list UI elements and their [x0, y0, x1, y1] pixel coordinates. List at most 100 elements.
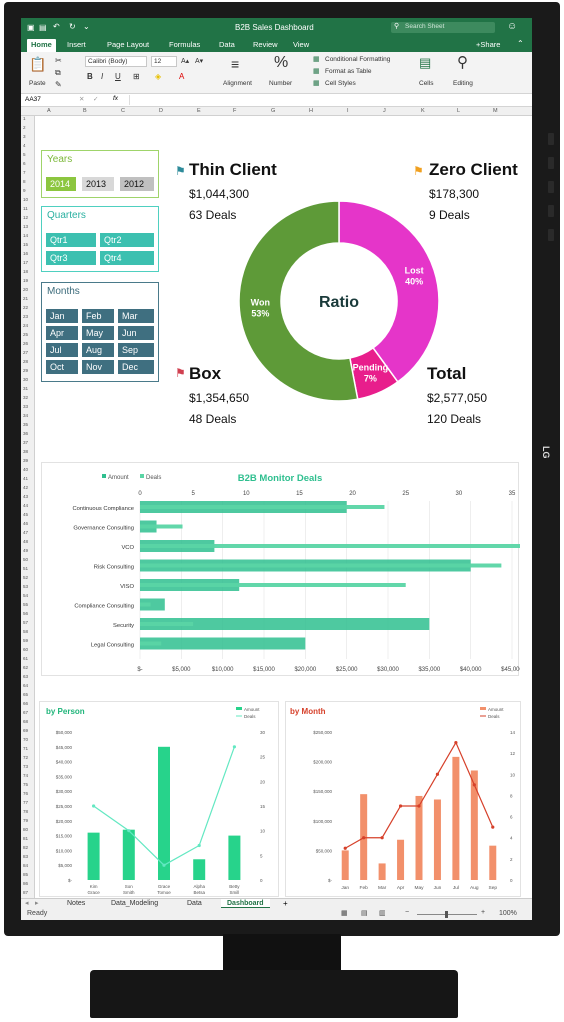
- row-header[interactable]: 8: [23, 179, 26, 184]
- row-header[interactable]: 58: [23, 629, 29, 634]
- undo-icon[interactable]: ↶: [53, 22, 60, 31]
- folder-icon[interactable]: ▤: [39, 23, 47, 32]
- row-header[interactable]: 25: [23, 332, 29, 337]
- share-button[interactable]: +Share: [476, 40, 500, 49]
- row-header[interactable]: 61: [23, 656, 29, 661]
- column-header[interactable]: C: [121, 108, 125, 114]
- page-break-view-icon[interactable]: ▥: [379, 910, 386, 917]
- customize-icon[interactable]: ⌄: [83, 22, 90, 31]
- row-header[interactable]: 44: [23, 503, 29, 508]
- page-layout-view-icon[interactable]: ▤: [361, 910, 368, 917]
- name-box[interactable]: AA37: [25, 96, 41, 103]
- row-header[interactable]: 27: [23, 350, 29, 355]
- row-header[interactable]: 77: [23, 800, 29, 805]
- sheet-tab-data[interactable]: Data: [187, 900, 202, 907]
- row-header[interactable]: 82: [23, 845, 29, 850]
- row-header[interactable]: 36: [23, 431, 29, 436]
- row-header[interactable]: 23: [23, 314, 29, 319]
- row-header[interactable]: 19: [23, 278, 29, 283]
- increase-font-icon[interactable]: A▴: [181, 58, 190, 65]
- row-header[interactable]: 9: [23, 188, 26, 193]
- row-header[interactable]: 14: [23, 233, 29, 238]
- borders-icon[interactable]: ⊞: [133, 72, 140, 81]
- row-header[interactable]: 78: [23, 809, 29, 814]
- row-header[interactable]: 10: [23, 197, 29, 202]
- slicer-item-jun[interactable]: Jun: [118, 326, 154, 340]
- row-header[interactable]: 2: [23, 125, 26, 130]
- tab-page-layout[interactable]: Page Layout: [107, 40, 150, 49]
- row-header[interactable]: 63: [23, 674, 29, 679]
- row-header[interactable]: 52: [23, 575, 29, 580]
- decrease-font-icon[interactable]: A▾: [195, 58, 204, 65]
- conditional-formatting-button[interactable]: Conditional Formatting: [325, 56, 391, 63]
- prev-sheet-icon[interactable]: ◂: [25, 900, 29, 907]
- row-header[interactable]: 50: [23, 557, 29, 562]
- sheet-tab-data-modeling[interactable]: Data_Modeling: [111, 900, 159, 907]
- font-name-select[interactable]: Calibri (Body): [85, 56, 147, 67]
- column-header[interactable]: G: [271, 108, 276, 114]
- zoom-slider-thumb[interactable]: [445, 911, 448, 918]
- cells-icon[interactable]: ▤: [419, 55, 432, 70]
- row-header[interactable]: 53: [23, 584, 29, 589]
- row-header[interactable]: 37: [23, 440, 29, 445]
- column-header[interactable]: M: [493, 108, 498, 114]
- slicer-item-jan[interactable]: Jan: [46, 309, 78, 323]
- row-header[interactable]: 22: [23, 305, 29, 310]
- row-header[interactable]: 7: [23, 170, 26, 175]
- slicer-item-2012[interactable]: 2012: [120, 177, 154, 191]
- row-header[interactable]: 83: [23, 854, 29, 859]
- row-header[interactable]: 4: [23, 143, 26, 148]
- percent-icon[interactable]: %: [274, 54, 289, 71]
- slicer-item-qtr1[interactable]: Qtr1: [46, 233, 96, 247]
- row-header[interactable]: 54: [23, 593, 29, 598]
- row-header[interactable]: 11: [23, 206, 28, 211]
- row-header[interactable]: 33: [23, 404, 29, 409]
- row-header[interactable]: 46: [23, 521, 29, 526]
- zoom-in-icon[interactable]: +: [481, 909, 486, 916]
- cell-styles-button[interactable]: Cell Styles: [325, 80, 356, 87]
- row-header[interactable]: 13: [23, 224, 29, 229]
- row-header[interactable]: 81: [23, 836, 29, 841]
- slicer-item-2014[interactable]: 2014: [46, 177, 76, 191]
- row-header[interactable]: 69: [23, 728, 29, 733]
- row-header[interactable]: 28: [23, 359, 29, 364]
- slicer-item-oct[interactable]: Oct: [46, 360, 78, 374]
- font-color-icon[interactable]: A: [179, 72, 185, 81]
- row-header[interactable]: 40: [23, 467, 29, 472]
- collapse-ribbon-icon[interactable]: ⌃: [517, 39, 524, 48]
- search-box[interactable]: ⚲ Search Sheet: [391, 22, 495, 33]
- alignment-icon[interactable]: ≡: [231, 56, 240, 72]
- row-header[interactable]: 15: [23, 242, 29, 247]
- row-header[interactable]: 72: [23, 755, 29, 760]
- format-painter-icon[interactable]: ✎: [55, 80, 62, 89]
- editing-search-icon[interactable]: ⚲: [457, 54, 468, 71]
- row-header[interactable]: 51: [23, 566, 29, 571]
- tab-home[interactable]: Home: [27, 39, 56, 52]
- row-header[interactable]: 71: [23, 746, 29, 751]
- row-header[interactable]: 29: [23, 368, 29, 373]
- cut-icon[interactable]: ✂: [55, 56, 62, 65]
- row-header[interactable]: 38: [23, 449, 29, 454]
- slicer-item-jul[interactable]: Jul: [46, 343, 78, 357]
- fill-color-icon[interactable]: ◈: [155, 72, 162, 81]
- slicer-item-dec[interactable]: Dec: [118, 360, 154, 374]
- row-header[interactable]: 76: [23, 791, 29, 796]
- cancel-icon[interactable]: ✕: [79, 96, 85, 103]
- row-header[interactable]: 26: [23, 341, 29, 346]
- tab-insert[interactable]: Insert: [67, 40, 86, 49]
- row-header[interactable]: 49: [23, 548, 29, 553]
- row-header[interactable]: 45: [23, 512, 29, 517]
- row-header[interactable]: 1: [23, 116, 26, 121]
- italic-icon[interactable]: I: [101, 72, 104, 81]
- slicer-item-mar[interactable]: Mar: [118, 309, 154, 323]
- row-header[interactable]: 31: [23, 386, 29, 391]
- row-header[interactable]: 18: [23, 269, 29, 274]
- sheet-tab-notes[interactable]: Notes: [67, 900, 86, 907]
- row-header[interactable]: 75: [23, 782, 29, 787]
- font-size-select[interactable]: 12: [151, 56, 177, 67]
- slicer-item-apr[interactable]: Apr: [46, 326, 78, 340]
- column-header[interactable]: D: [159, 108, 163, 114]
- row-header[interactable]: 3: [23, 134, 26, 139]
- row-header[interactable]: 65: [23, 692, 29, 697]
- normal-view-icon[interactable]: ▦: [341, 910, 348, 917]
